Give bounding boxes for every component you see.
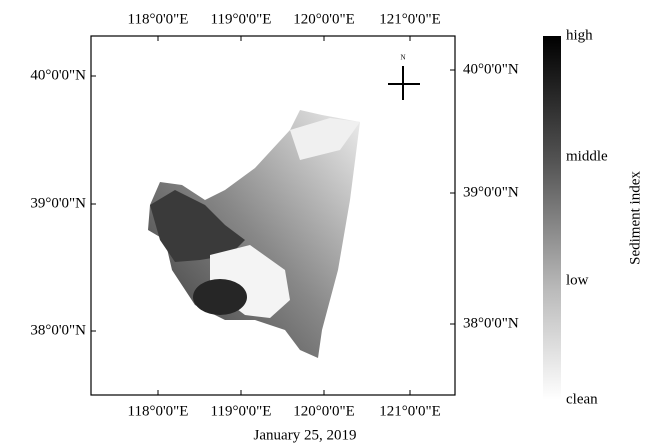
longitude-label: 121°0'0"E [379, 11, 441, 27]
longitude-label: 118°0'0"E [128, 11, 189, 27]
longitude-label: 118°0'0"E [128, 403, 189, 419]
legend-label: middle [566, 148, 608, 164]
map-figure: N high middle low clean Sediment index J… [0, 0, 645, 446]
colorbar [543, 36, 561, 400]
latitude-label: 39°0'0"N [463, 184, 519, 200]
north-label: N [400, 54, 405, 62]
longitude-label: 120°0'0"E [293, 403, 355, 419]
longitude-label: 120°0'0"E [293, 11, 355, 27]
sediment-raster [148, 110, 360, 358]
latitude-label: 40°0'0"N [30, 67, 86, 83]
legend-title: Sediment index [627, 171, 643, 265]
latitude-label: 39°0'0"N [30, 195, 86, 211]
longitude-label: 119°0'0"E [211, 11, 272, 27]
bay-region-dark [193, 279, 247, 315]
longitude-label: 119°0'0"E [211, 403, 272, 419]
north-arrow [388, 66, 420, 100]
longitude-label: 121°0'0"E [379, 403, 441, 419]
legend-label: low [566, 272, 589, 288]
legend-label: high [566, 27, 593, 43]
latitude-label: 38°0'0"N [30, 322, 86, 338]
caption: January 25, 2019 [254, 427, 357, 443]
latitude-label: 38°0'0"N [463, 315, 519, 331]
latitude-label: 40°0'0"N [463, 61, 519, 77]
legend-label: clean [566, 391, 598, 407]
